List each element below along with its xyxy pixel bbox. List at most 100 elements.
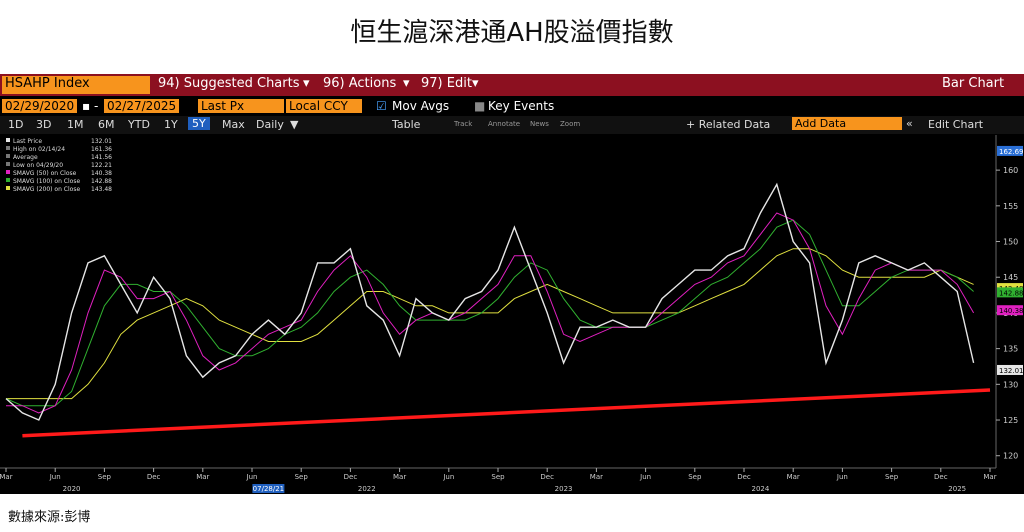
year-label: 2020 — [63, 485, 81, 493]
x-tick-label: Jun — [836, 473, 848, 481]
x-tick-label: Sep — [688, 473, 702, 481]
year-label: 2022 — [358, 485, 376, 493]
legend: Last Price 132.01 High on 02/14/24 161.36 Av… — [6, 138, 112, 193]
source-note: 數據來源:彭博 — [8, 510, 91, 525]
mov-avgs[interactable]: Mov Avgs — [392, 99, 450, 113]
y-tick-label: 160 — [1003, 166, 1018, 175]
x-tick-label: Jun — [639, 473, 651, 481]
x-tick-label: Mar — [196, 473, 209, 481]
y-tick-label: 125 — [1003, 416, 1018, 425]
value-tag-label: 140.38 — [999, 307, 1024, 315]
value-tag — [997, 305, 1023, 316]
x-tick-label: Dec — [540, 473, 554, 481]
y-tick-label: 130 — [1003, 380, 1018, 389]
year-label: 2024 — [751, 485, 769, 493]
related-data[interactable]: + Related Data — [686, 118, 771, 131]
range-bar: 1D 3D 1M 6M YTD 1Y 5Y Max Daily ▼ Table … — [0, 116, 1024, 134]
legend-label: Low on 04/29/20 — [13, 162, 63, 169]
x-tick-label: Dec — [344, 473, 358, 481]
x-tick-label: Dec — [934, 473, 948, 481]
legend-label: SMAVG (200) on Close — [13, 186, 80, 193]
value-tag-label: 142.88 — [999, 289, 1024, 297]
arrow: ▾ — [403, 76, 410, 91]
legend-swatch — [6, 178, 10, 182]
y-tick-label: 120 — [1003, 452, 1018, 461]
period[interactable]: 6M — [98, 118, 115, 131]
arrow: ▾ — [472, 76, 479, 91]
y-tick-label: 155 — [1003, 202, 1018, 211]
ticker[interactable]: HSAHP Index — [2, 76, 150, 94]
add-data[interactable]: Add Data — [792, 117, 902, 130]
legend-swatch — [6, 154, 10, 158]
terminal: HSAHP Index 94) Suggested Charts ▾ 96) A… — [0, 74, 1024, 494]
key-events[interactable]: Key Events — [488, 99, 555, 113]
legend-label: Last Price — [13, 138, 42, 145]
period[interactable]: 3D — [36, 118, 52, 131]
moving-average — [6, 212, 975, 414]
settings-bar: 02/29/2020 ▪ - 02/27/2025 Last Px Local … — [0, 97, 1024, 115]
x-tick-label: Sep — [885, 473, 899, 481]
legend-value: 141.56 — [91, 154, 112, 161]
period[interactable]: 1M — [67, 118, 84, 131]
legend-label: Average — [13, 154, 38, 161]
checkbox[interactable]: ☑ — [376, 99, 387, 113]
legend-swatch — [6, 138, 10, 142]
edit-chart[interactable]: Edit Chart — [928, 118, 984, 131]
x-tick-label: Mar — [590, 473, 603, 481]
actions-menu[interactable]: 96) Actions — [323, 76, 397, 91]
legend-swatch — [6, 162, 10, 166]
collapse[interactable]: « — [906, 117, 913, 130]
legend-label: SMAVG (50) on Close — [13, 170, 77, 177]
value-tag-label: 162.69 — [999, 148, 1024, 156]
period[interactable]: Max — [222, 118, 245, 131]
legend-value: 122.21 — [91, 162, 112, 169]
tool[interactable]: News — [530, 120, 549, 128]
x-tick-label: Jun — [246, 473, 258, 481]
field[interactable]: Last Px — [198, 99, 284, 113]
chart: 120125130135140145150155160MarJunSepDecM… — [0, 135, 1024, 493]
arrow: ▼ — [290, 118, 299, 131]
trendline — [22, 388, 991, 438]
x-tick-label: Sep — [295, 473, 309, 481]
x-tick-label: Mar — [0, 473, 13, 481]
tool[interactable]: Annotate — [488, 120, 521, 128]
y-tick-label: 135 — [1003, 345, 1018, 354]
tool[interactable]: Zoom — [560, 120, 581, 128]
tool[interactable]: Track — [454, 120, 473, 128]
legend-swatch — [6, 170, 10, 174]
x-tick-label: Sep — [98, 473, 112, 481]
moving-average — [6, 248, 974, 400]
table-button[interactable]: Table — [392, 118, 421, 131]
frequency[interactable]: Daily — [256, 118, 284, 131]
suggested-menu[interactable]: 94) Suggested Charts — [158, 76, 300, 91]
checkbox[interactable]: ■ — [474, 99, 486, 113]
legend-label: High on 02/14/24 — [13, 146, 65, 153]
currency[interactable]: Local CCY — [286, 99, 362, 113]
x-tick-label: Jun — [442, 473, 454, 481]
legend-swatch — [6, 186, 10, 190]
date-highlight — [252, 484, 285, 493]
end-date[interactable]: 02/27/2025 — [104, 99, 180, 113]
x-tick-label: Dec — [737, 473, 751, 481]
x-tick-label: Dec — [147, 473, 161, 481]
legend-value: 161.36 — [91, 146, 112, 153]
moving-average — [5, 219, 974, 407]
legend-label: SMAVG (100) on Close — [13, 178, 80, 185]
view-label: Bar Chart — [942, 76, 1005, 91]
start-date[interactable]: 02/29/2020 — [2, 99, 78, 113]
edit-menu[interactable]: 97) Edit — [421, 76, 472, 91]
period-selected[interactable]: 5Y — [188, 117, 210, 130]
period[interactable]: 1D — [8, 118, 24, 131]
x-tick-label: Mar — [983, 473, 996, 481]
value-tag — [997, 145, 1023, 156]
period[interactable]: YTD — [128, 118, 150, 131]
period[interactable]: 1Y — [164, 118, 178, 131]
year-label: 2025 — [948, 485, 966, 493]
x-tick-label: Jun — [49, 473, 61, 481]
value-tag-label: 132.01 — [999, 367, 1024, 375]
legend-value: 140.38 — [91, 170, 112, 177]
x-tick-label: Sep — [491, 473, 505, 481]
separator: ▪ - — [82, 99, 99, 113]
page-title: 恒生滬深港通AH股溢價指數 — [350, 18, 674, 48]
